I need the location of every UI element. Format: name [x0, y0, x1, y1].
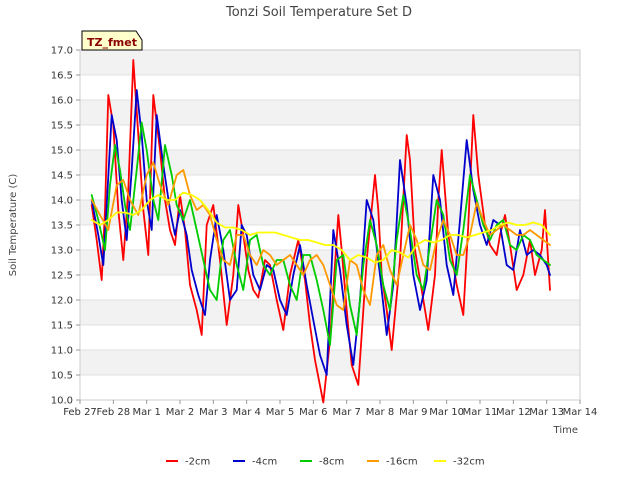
x-tick-label: Feb 28: [97, 407, 131, 418]
y-tick-label: 16.5: [51, 71, 73, 82]
series-lines: [90, 59, 551, 404]
x-tick-label: Mar 2: [166, 407, 194, 418]
y-tick-label: 17.0: [51, 46, 73, 57]
x-tick-label: Mar 3: [199, 407, 227, 418]
background-band: [80, 125, 580, 150]
x-tick-label: Mar 14: [563, 407, 598, 418]
x-tick-label: Feb 27: [63, 407, 97, 418]
legend-label: -32cm: [453, 457, 485, 468]
series-line-16cm: [90, 161, 551, 311]
legend-label: -8cm: [319, 457, 344, 468]
y-tick-label: 14.5: [51, 171, 73, 182]
y-tick-label: 10.0: [51, 396, 73, 407]
series-line-4cm: [90, 89, 551, 376]
x-axis-label: Time: [553, 425, 578, 436]
x-tick-label: Mar 5: [266, 407, 294, 418]
background-band: [80, 200, 580, 225]
tz-fmet-label: TZ_fmet: [87, 36, 137, 49]
x-tick-label: Mar 11: [463, 407, 498, 418]
x-tick-label: Mar 8: [366, 407, 394, 418]
y-axis-ticks: 10.0 10.5 11.0 11.5 12.0 12.5 13.0 13.5 14.0 14.5…: [51, 46, 80, 407]
background-band: [80, 50, 580, 75]
background-band: [80, 350, 580, 375]
series-line-8cm: [90, 121, 551, 346]
x-tick-label: Mar 4: [232, 407, 260, 418]
y-tick-label: 11.0: [51, 346, 73, 357]
y-tick-label: 13.5: [51, 221, 73, 232]
y-tick-label: 16.0: [51, 96, 73, 107]
y-tick-label: 15.0: [51, 146, 73, 157]
background-band: [80, 100, 580, 125]
series-line-32cm: [90, 191, 551, 264]
x-axis-ticks: Feb 27 Feb 28 Mar 1 Mar 2 Mar 3 Mar 4 Mar 5 Mar…: [63, 400, 597, 418]
legend-label: -16cm: [386, 457, 418, 468]
x-tick-label: Mar 6: [299, 407, 327, 418]
background-band: [80, 75, 580, 100]
x-tick-label: Mar 10: [429, 407, 464, 418]
y-tick-label: 12.0: [51, 296, 73, 307]
x-tick-label: Mar 7: [332, 407, 360, 418]
y-tick-label: 10.5: [51, 371, 73, 382]
y-tick-label: 13.0: [51, 246, 73, 257]
y-tick-label: 15.5: [51, 121, 73, 132]
series-line-2cm: [90, 59, 551, 404]
y-tick-label: 12.5: [51, 271, 73, 282]
legend-label: -2cm: [185, 457, 210, 468]
x-tick-label: Mar 9: [399, 407, 427, 418]
y-tick-label: 11.5: [51, 321, 73, 332]
background-band: [80, 375, 580, 400]
x-tick-label: Mar 1: [132, 407, 160, 418]
legend-label: -4cm: [252, 457, 277, 468]
y-tick-label: 14.0: [51, 196, 73, 207]
x-tick-label: Mar 12: [496, 407, 531, 418]
chart-title: Tonzi Soil Temperature Set D: [225, 5, 412, 20]
y-axis-label: Soil Temperature (C): [8, 174, 19, 277]
x-tick-label: Mar 13: [529, 407, 564, 418]
tz-fmet-annotation: TZ_fmet: [81, 30, 143, 51]
legend: -2cm -4cm -8cm -16cm -32cm: [166, 457, 485, 468]
